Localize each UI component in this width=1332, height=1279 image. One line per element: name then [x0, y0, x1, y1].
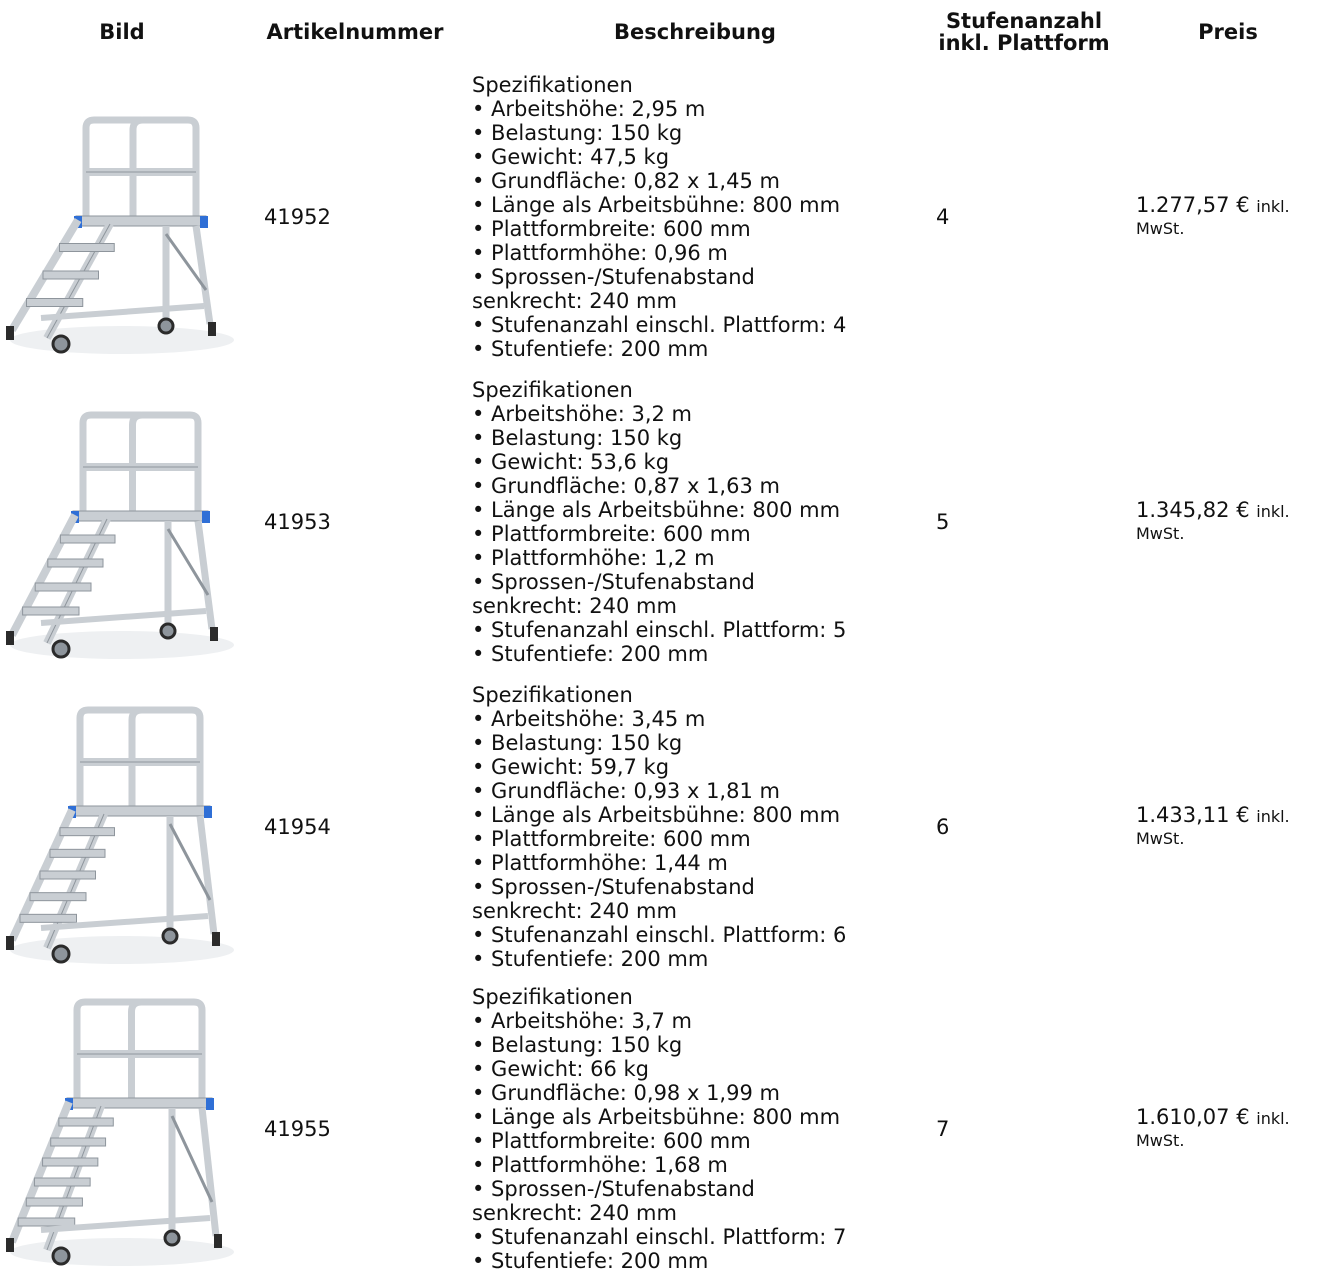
- description-heading: Spezifikationen: [472, 682, 633, 707]
- description: Spezifikationen • Arbeitshöhe: 3,7 m • Bel…: [466, 979, 924, 1279]
- price-value: 1.610,07 €: [1136, 1105, 1250, 1129]
- step-count: 5: [936, 509, 950, 534]
- article-number: 41954: [264, 814, 331, 839]
- description-line: senkrecht: 240 mm: [472, 288, 677, 313]
- description-line: • Stufentiefe: 200 mm: [472, 336, 709, 361]
- table-row: 41954 Spezifikationen • Arbeitshöhe: 3,45…: [0, 674, 1332, 979]
- table-row: 41955 Spezifikationen • Arbeitshöhe: 3,7 …: [0, 979, 1332, 1279]
- description-line: • Plattformhöhe: 0,96 m: [472, 240, 728, 265]
- description-line: senkrecht: 240 mm: [472, 593, 677, 618]
- description-line: • Gewicht: 59,7 kg: [472, 754, 670, 779]
- description-line: • Sprossen-/Stufenabstand: [472, 874, 755, 899]
- description-line: • Stufenanzahl einschl. Plattform: 5: [472, 617, 847, 642]
- description-line: • Sprossen-/Stufenabstand: [472, 1177, 755, 1201]
- description-line: • Plattformbreite: 600 mm: [472, 826, 751, 851]
- description-line: • Grundfläche: 0,82 x 1,45 m: [472, 168, 780, 193]
- description-line: • Stufenanzahl einschl. Plattform: 6: [472, 922, 847, 947]
- description: Spezifikationen • Arbeitshöhe: 2,95 m • Be…: [466, 64, 924, 369]
- price-vat-label-1: inkl.: [1256, 196, 1290, 216]
- description-line: • Stufentiefe: 200 mm: [472, 946, 709, 971]
- table-row: 41952 Spezifikationen • Arbeitshöhe: 2,95…: [0, 64, 1332, 369]
- price-vat-label-2: MwSt.: [1136, 1131, 1185, 1150]
- description-line: • Länge als Arbeitsbühne: 800 mm: [472, 192, 841, 217]
- description-line: • Arbeitshöhe: 3,7 m: [472, 1009, 692, 1033]
- description-line: • Sprossen-/Stufenabstand: [472, 569, 755, 594]
- header-description: Beschreibung: [614, 20, 776, 44]
- description-line: • Plattformhöhe: 1,68 m: [472, 1153, 728, 1177]
- price-vat-label-1: inkl.: [1256, 806, 1290, 826]
- description-line: • Länge als Arbeitsbühne: 800 mm: [472, 1105, 841, 1129]
- product-image-cell: [0, 369, 244, 674]
- description-line: senkrecht: 240 mm: [472, 898, 677, 923]
- description-line: • Plattformbreite: 600 mm: [472, 216, 751, 241]
- description-line: • Länge als Arbeitsbühne: 800 mm: [472, 802, 841, 827]
- step-count: 6: [936, 814, 950, 839]
- description-line: • Belastung: 150 kg: [472, 1033, 683, 1057]
- description: Spezifikationen • Arbeitshöhe: 3,2 m • Bel…: [466, 369, 924, 674]
- description-line: • Gewicht: 47,5 kg: [472, 144, 670, 169]
- description-line: • Belastung: 150 kg: [472, 425, 683, 450]
- table-row: 41953 Spezifikationen • Arbeitshöhe: 3,2 …: [0, 369, 1332, 674]
- description-heading: Spezifikationen: [472, 985, 633, 1009]
- article-number: 41955: [264, 1117, 331, 1141]
- description-line: • Plattformbreite: 600 mm: [472, 521, 751, 546]
- description: Spezifikationen • Arbeitshöhe: 3,45 m • Be…: [466, 674, 924, 979]
- rolling-platform-ladder-icon[interactable]: [0, 72, 244, 362]
- header-price: Preis: [1198, 20, 1258, 44]
- description-line: • Belastung: 150 kg: [472, 120, 683, 145]
- description-line: • Grundfläche: 0,98 x 1,99 m: [472, 1081, 780, 1105]
- description-line: • Arbeitshöhe: 3,2 m: [472, 401, 692, 426]
- price-cell: 1.433,11 € inkl. MwSt.: [1124, 674, 1332, 979]
- rolling-platform-ladder-icon[interactable]: [0, 377, 244, 667]
- product-image-cell: [0, 64, 244, 369]
- product-image-cell: [0, 674, 244, 979]
- table-header-row: Bild Artikelnummer Beschreibung Stufenan…: [0, 0, 1332, 64]
- description-line: • Grundfläche: 0,87 x 1,63 m: [472, 473, 780, 498]
- price-vat-label-2: MwSt.: [1136, 828, 1185, 848]
- price-cell: 1.610,07 € inkl. MwSt.: [1124, 979, 1332, 1279]
- description-heading: Spezifikationen: [472, 377, 633, 402]
- description-line: • Plattformbreite: 600 mm: [472, 1129, 751, 1153]
- description-line: • Plattformhöhe: 1,2 m: [472, 545, 715, 570]
- description-line: • Plattformhöhe: 1,44 m: [472, 850, 728, 875]
- description-line: • Länge als Arbeitsbühne: 800 mm: [472, 497, 841, 522]
- description-line: • Arbeitshöhe: 3,45 m: [472, 706, 706, 731]
- description-line: • Stufenanzahl einschl. Plattform: 4: [472, 312, 847, 337]
- header-article-number: Artikelnummer: [266, 20, 444, 44]
- description-line: • Stufentiefe: 200 mm: [472, 1249, 709, 1273]
- price-value: 1.345,82 €: [1136, 497, 1250, 522]
- header-image: Bild: [99, 20, 145, 44]
- description-line: • Belastung: 150 kg: [472, 730, 683, 755]
- description-line: • Stufentiefe: 200 mm: [472, 641, 709, 666]
- description-line: • Stufenanzahl einschl. Plattform: 7: [472, 1225, 847, 1249]
- header-steps-line1: Stufenanzahl: [945, 9, 1103, 33]
- step-count: 7: [936, 1117, 950, 1141]
- article-number: 41952: [264, 204, 331, 229]
- price-vat-label-2: MwSt.: [1136, 218, 1185, 238]
- price-cell: 1.345,82 € inkl. MwSt.: [1124, 369, 1332, 674]
- price-cell: 1.277,57 € inkl. MwSt.: [1124, 64, 1332, 369]
- price-vat-label-2: MwSt.: [1136, 523, 1185, 543]
- price-vat-label-1: inkl.: [1256, 1109, 1290, 1128]
- price-value: 1.433,11 €: [1136, 802, 1250, 827]
- price-vat-label-1: inkl.: [1256, 501, 1290, 521]
- price-value: 1.277,57 €: [1136, 192, 1250, 217]
- step-count: 4: [936, 204, 950, 229]
- description-line: • Sprossen-/Stufenabstand: [472, 264, 755, 289]
- description-line: • Arbeitshöhe: 2,95 m: [472, 96, 706, 121]
- description-line: • Gewicht: 66 kg: [472, 1057, 649, 1081]
- rolling-platform-ladder-icon[interactable]: [0, 984, 244, 1274]
- description-line: • Grundfläche: 0,93 x 1,81 m: [472, 778, 780, 803]
- rolling-platform-ladder-icon[interactable]: [0, 682, 244, 972]
- header-steps: Stufenanzahl inkl. Plattform: [924, 0, 1124, 64]
- header-steps-line2: inkl. Plattform: [938, 31, 1110, 55]
- product-image-cell: [0, 979, 244, 1279]
- description-line: • Gewicht: 53,6 kg: [472, 449, 670, 474]
- description-heading: Spezifikationen: [472, 72, 633, 97]
- description-line: senkrecht: 240 mm: [472, 1201, 677, 1225]
- article-number: 41953: [264, 509, 331, 534]
